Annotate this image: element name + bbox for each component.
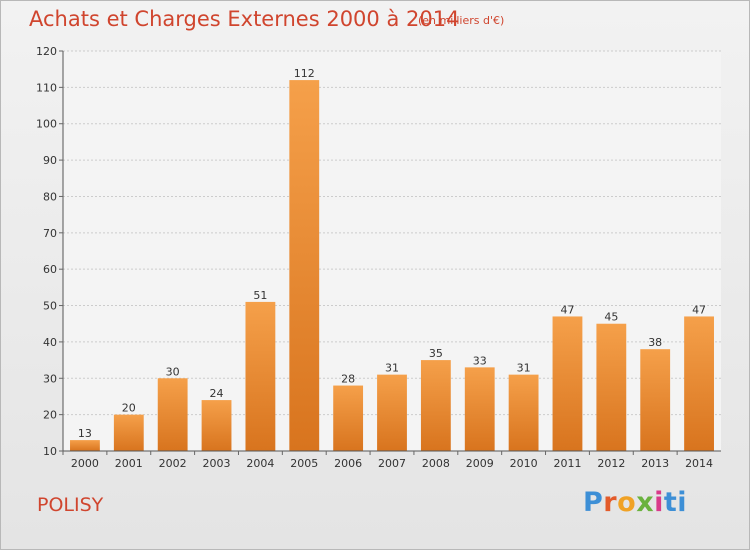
bar — [684, 316, 714, 451]
y-tick-label: 20 — [43, 409, 57, 422]
x-tick-label: 2008 — [422, 457, 450, 470]
bar — [640, 349, 671, 451]
y-tick-label: 40 — [43, 336, 57, 349]
logo-letter-p: P — [583, 487, 604, 518]
bar — [157, 378, 188, 451]
y-tick-label: 110 — [36, 81, 57, 94]
x-tick-label: 2012 — [597, 457, 625, 470]
data-label: 112 — [294, 67, 315, 80]
data-labels: 13 20 30 24 51 112 28 31 35 33 31 47 45 38 47 — [78, 67, 706, 440]
data-label: 51 — [253, 289, 267, 302]
x-tick-label: 2007 — [378, 457, 406, 470]
x-tick-label: 2014 — [685, 457, 713, 470]
data-label: 28 — [341, 373, 355, 386]
y-tick-label: 100 — [36, 118, 57, 131]
bar — [113, 414, 144, 451]
y-tick-label: 50 — [43, 300, 57, 313]
x-tick-label: 2013 — [641, 457, 669, 470]
y-tick-label: 60 — [43, 263, 57, 276]
chart-title: Achats et Charges Externes 2000 à 2014 — [29, 7, 460, 31]
bar — [289, 80, 320, 451]
y-tick-label: 90 — [43, 154, 57, 167]
bar — [552, 316, 583, 451]
data-label: 33 — [473, 354, 487, 367]
data-label: 30 — [166, 365, 180, 378]
x-tick-label: 2006 — [334, 457, 362, 470]
y-tick-label: 70 — [43, 227, 57, 240]
y-tick-label: 30 — [43, 372, 57, 385]
place-name: POLISY — [37, 494, 104, 516]
y-tick-label: 80 — [43, 190, 57, 203]
bar — [464, 367, 495, 451]
data-label: 31 — [517, 362, 531, 375]
y-axis-ticks: 10 20 30 40 50 60 70 80 90 100 110 120 — [36, 45, 63, 458]
data-label: 20 — [122, 402, 136, 415]
x-tick-label: 2000 — [71, 457, 99, 470]
data-label: 31 — [385, 362, 399, 375]
bar — [333, 385, 364, 451]
data-label: 35 — [429, 347, 443, 360]
chart-subtitle: (en milliers d'€) — [418, 14, 505, 27]
data-label: 24 — [210, 387, 224, 400]
y-tick-label: 120 — [36, 45, 57, 58]
logo-letter-i: i — [654, 487, 664, 518]
x-tick-label: 2010 — [510, 457, 538, 470]
data-label: 45 — [604, 311, 618, 324]
data-label: 47 — [560, 303, 574, 316]
logo-letter-o: o — [617, 487, 637, 518]
y-tick-label: 10 — [43, 445, 57, 458]
logo-letter-r: r — [603, 487, 618, 518]
x-tick-label: 2003 — [203, 457, 231, 470]
data-label: 13 — [78, 427, 92, 440]
bar — [377, 374, 407, 451]
bar — [596, 323, 627, 451]
bar — [245, 301, 276, 451]
x-tick-label: 2004 — [246, 457, 274, 470]
x-tick-label: 2011 — [553, 457, 581, 470]
bar — [70, 440, 100, 451]
x-tick-label: 2005 — [290, 457, 318, 470]
proxiti-logo: Proxiti — [583, 487, 687, 518]
bar — [420, 360, 451, 451]
logo-letters-ti: ti — [663, 487, 688, 518]
x-tick-label: 2009 — [466, 457, 494, 470]
data-label: 38 — [648, 336, 662, 349]
bars — [70, 80, 714, 451]
x-tick-label: 2002 — [159, 457, 187, 470]
bar — [508, 374, 539, 451]
axes — [62, 51, 721, 452]
logo-letter-x: x — [636, 487, 655, 518]
data-label: 47 — [692, 303, 706, 316]
bar — [201, 400, 232, 451]
x-axis-ticks: 2000 2001 2002 2003 2004 2005 2006 2007 2008 2009… — [62, 451, 713, 470]
x-tick-label: 2001 — [115, 457, 143, 470]
